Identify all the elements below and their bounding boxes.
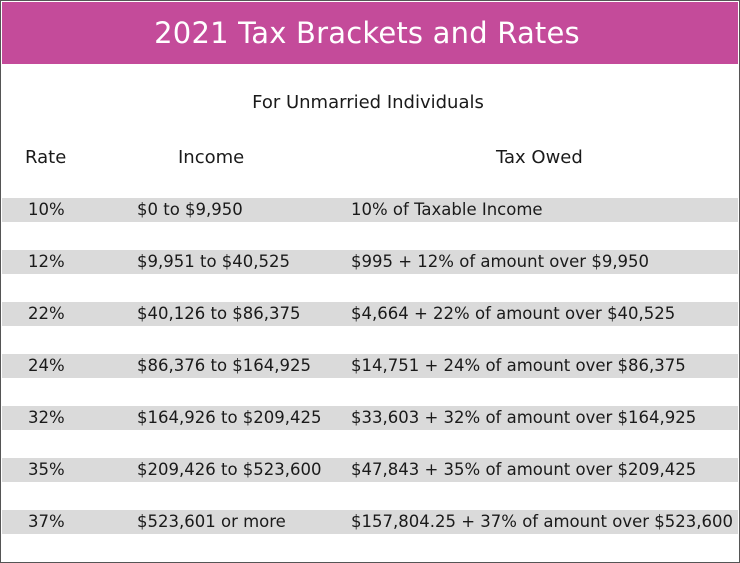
rate-cell: 12% [28, 252, 65, 271]
income-cell: $9,951 to $40,525 [137, 252, 291, 271]
income-cell: $40,126 to $86,375 [137, 304, 301, 323]
income-cell: $209,426 to $523,600 [137, 460, 322, 479]
income-cell: $164,926 to $209,425 [137, 408, 322, 427]
income-cell: $523,601 or more [137, 512, 286, 531]
income-cell: $86,376 to $164,925 [137, 356, 312, 375]
rate-cell: 22% [28, 304, 65, 323]
tax-owed-cell: $4,664 + 22% of amount over $40,525 [351, 304, 676, 323]
tax-owed-cell: $14,751 + 24% of amount over $86,375 [351, 356, 686, 375]
rate-cell: 35% [28, 460, 65, 479]
column-header-tax-owed: Tax Owed [496, 147, 583, 168]
subtitle: For Unmarried Individuals [252, 92, 484, 113]
title-banner: 2021 Tax Brackets and Rates [2, 2, 738, 64]
table-row: 37% $523,601 or more $157,804.25 + 37% o… [2, 510, 738, 534]
tax-owed-cell: $33,603 + 32% of amount over $164,925 [351, 408, 697, 427]
table-row: 10% $0 to $9,950 10% of Taxable Income [2, 198, 738, 222]
rate-cell: 10% [28, 200, 65, 219]
column-header-rate: Rate [25, 147, 67, 168]
page-title: 2021 Tax Brackets and Rates [154, 16, 580, 50]
rate-cell: 24% [28, 356, 65, 375]
column-header-income: Income [178, 147, 245, 168]
table-row: 12% $9,951 to $40,525 $995 + 12% of amou… [2, 250, 738, 274]
tax-owed-cell: $995 + 12% of amount over $9,950 [351, 252, 650, 271]
income-cell: $0 to $9,950 [137, 200, 243, 219]
table-row: 22% $40,126 to $86,375 $4,664 + 22% of a… [2, 302, 738, 326]
table-row: 32% $164,926 to $209,425 $33,603 + 32% o… [2, 406, 738, 430]
table-row: 35% $209,426 to $523,600 $47,843 + 35% o… [2, 458, 738, 482]
tax-owed-cell: $157,804.25 + 37% of amount over $523,60… [351, 512, 734, 531]
rate-cell: 32% [28, 408, 65, 427]
rate-cell: 37% [28, 512, 65, 531]
tax-owed-cell: $47,843 + 35% of amount over $209,425 [351, 460, 697, 479]
table-row: 24% $86,376 to $164,925 $14,751 + 24% of… [2, 354, 738, 378]
tax-owed-cell: 10% of Taxable Income [351, 200, 543, 219]
